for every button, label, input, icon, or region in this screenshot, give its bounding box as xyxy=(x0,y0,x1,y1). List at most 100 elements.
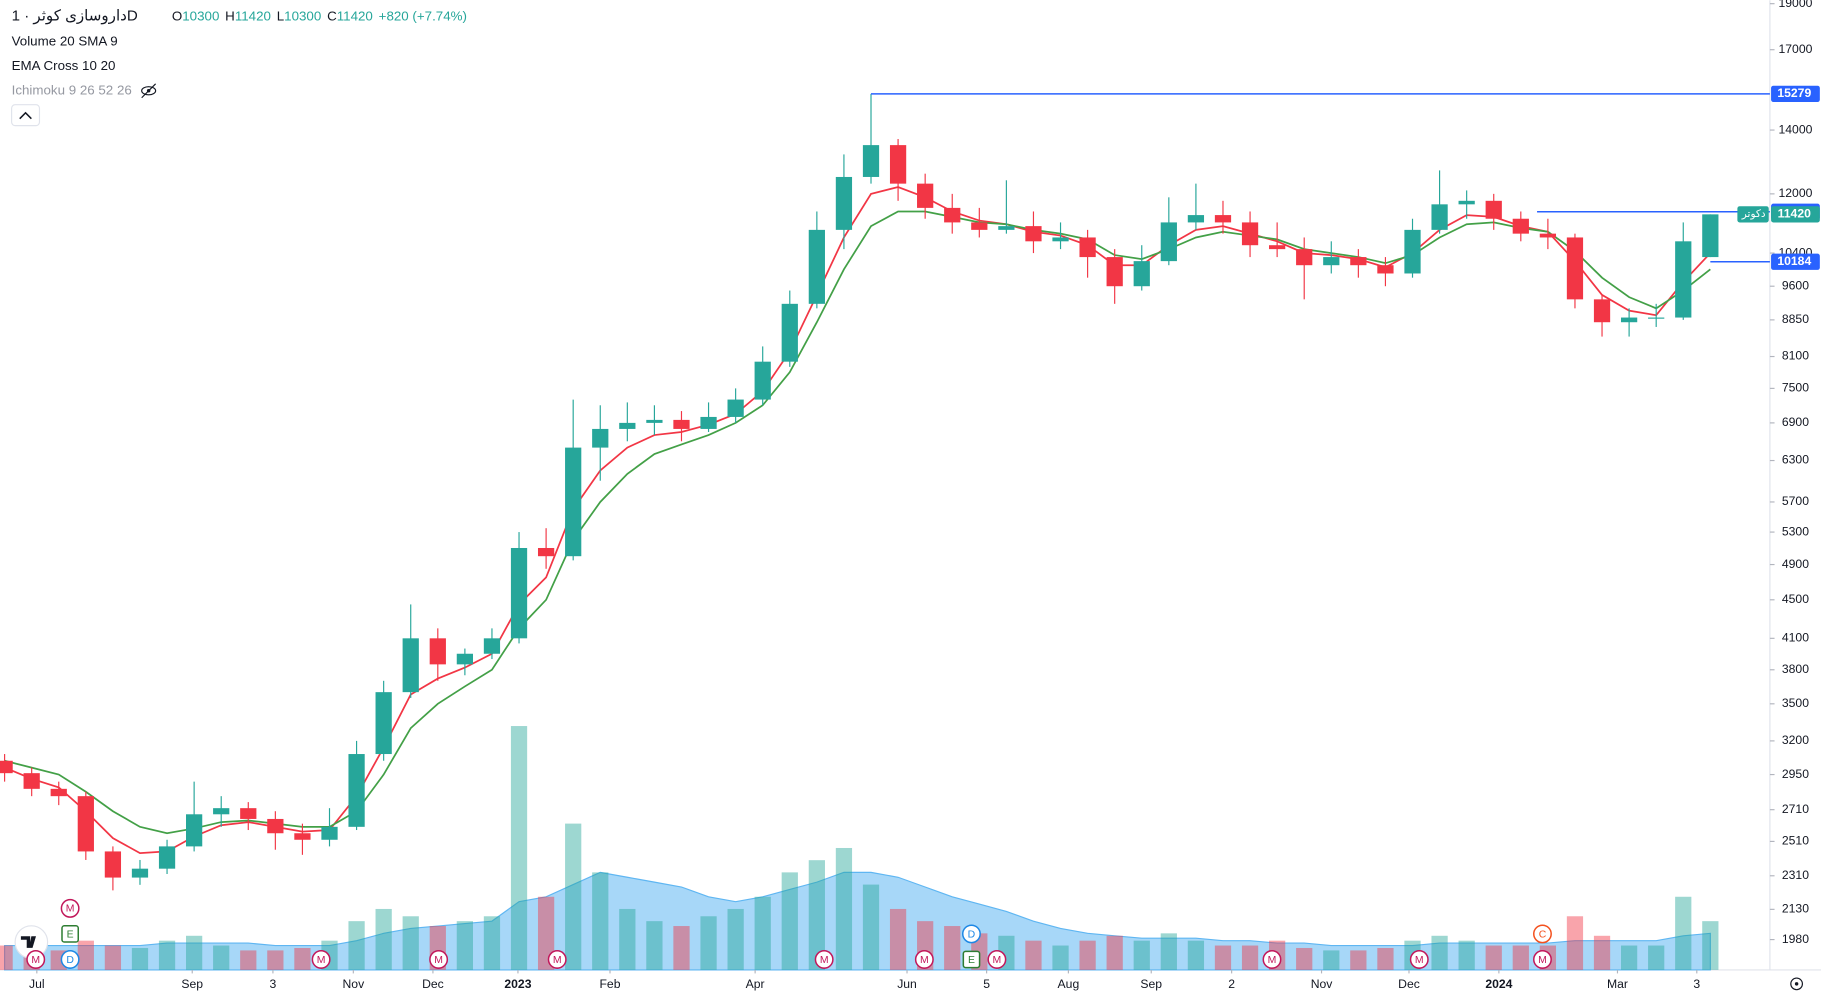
event-badge xyxy=(962,950,981,969)
ohlc-value: 10300 xyxy=(284,8,321,23)
candle-body xyxy=(1323,257,1340,266)
symbol: داروسازی کوثر · 1D xyxy=(12,7,138,24)
volume-bar xyxy=(1079,940,1096,970)
event-label: M xyxy=(1415,955,1424,966)
candle-body xyxy=(565,447,582,557)
candle-body xyxy=(754,361,771,400)
event-label: E xyxy=(67,929,74,940)
x-tick-label: Feb xyxy=(599,977,620,991)
ema-line xyxy=(4,186,1711,855)
event-label: M xyxy=(1268,955,1277,966)
y-tick-label: 9600 xyxy=(1782,278,1809,292)
plot xyxy=(0,93,1770,971)
candle-body xyxy=(456,653,474,665)
candle-body xyxy=(646,419,663,423)
candle-body xyxy=(321,826,338,840)
candle-body xyxy=(1160,222,1177,262)
x-tick-label: Apr xyxy=(746,977,765,991)
y-tick-label: 3800 xyxy=(1782,662,1809,676)
volume-bar xyxy=(1187,940,1205,970)
x-tick-label: Nov xyxy=(1311,977,1334,991)
y-tick-label: 17000 xyxy=(1779,42,1813,56)
change: +820 (+7.74%) xyxy=(379,8,467,23)
candle-body xyxy=(1377,265,1394,274)
volume-bar xyxy=(213,945,230,970)
hidden-icon[interactable] xyxy=(141,83,157,99)
event-badge xyxy=(987,950,1007,969)
y-tick-label: 5700 xyxy=(1782,494,1809,508)
x-tick-label: 3 xyxy=(270,977,277,991)
candle-body xyxy=(1539,233,1557,238)
candle-body xyxy=(1702,214,1719,258)
event-badge xyxy=(814,950,834,969)
y-tick-label: 2710 xyxy=(1782,802,1809,816)
volume-bar xyxy=(1512,945,1529,970)
price-label-box xyxy=(1771,85,1820,103)
last-price-box xyxy=(1771,206,1820,223)
collapse-button[interactable] xyxy=(11,104,41,127)
candle-body xyxy=(673,419,690,429)
x-tick-label: Sep xyxy=(181,977,203,991)
event-label: M xyxy=(317,955,326,966)
x-tick-label: 3 xyxy=(1693,977,1700,991)
volume-bar xyxy=(1350,950,1367,970)
volume-bar xyxy=(1702,921,1719,970)
volume-bar xyxy=(104,945,122,970)
candle-body xyxy=(808,229,825,304)
candle-body xyxy=(1458,200,1475,205)
event-label: M xyxy=(434,955,443,966)
candle-body xyxy=(1404,229,1421,274)
candle-body xyxy=(1296,249,1313,266)
candle-body xyxy=(0,760,13,774)
volume-bar xyxy=(1566,916,1584,970)
y-tick-label: 14000 xyxy=(1779,122,1813,136)
ohlc-label: L xyxy=(277,8,284,23)
candle-body xyxy=(23,773,40,789)
volume-sma-area xyxy=(4,871,1711,971)
candle-body xyxy=(727,399,744,417)
ohlc-value: 11420 xyxy=(337,8,373,23)
candle-body xyxy=(835,176,853,230)
volume-bar xyxy=(0,945,13,970)
event-badge xyxy=(1409,950,1429,969)
event-badge xyxy=(311,950,331,969)
volume-bar xyxy=(862,884,880,970)
candle-body xyxy=(213,808,230,815)
volume-bar xyxy=(754,896,771,970)
candle-body xyxy=(104,851,122,878)
volume-bar xyxy=(889,908,907,970)
volume-bar xyxy=(1160,933,1177,970)
volume-bar xyxy=(1133,940,1150,970)
x-tick-label: 2024 xyxy=(1485,977,1512,991)
indicator: Volume 20 SMA 9 xyxy=(12,34,118,49)
volume-bar xyxy=(700,916,717,970)
y-tick-label: 6900 xyxy=(1782,415,1809,429)
volume-bar xyxy=(1323,950,1340,970)
volume-bar xyxy=(1052,945,1069,970)
y-tick-label: 2950 xyxy=(1782,767,1809,781)
candle-body xyxy=(510,547,528,639)
x-tick-label: Jul xyxy=(29,977,45,991)
candle-body xyxy=(917,183,934,208)
event-label: M xyxy=(66,904,75,915)
y-tick-label: 3200 xyxy=(1782,733,1809,747)
candle-body xyxy=(267,818,284,834)
event-badge xyxy=(60,898,80,918)
volume-bar xyxy=(835,847,853,970)
volume-bar xyxy=(619,908,636,970)
ema-line xyxy=(4,210,1711,835)
y-tick-label: 8850 xyxy=(1782,312,1809,326)
candle-body xyxy=(294,833,311,840)
settings-button[interactable] xyxy=(1790,977,1803,991)
y-tick-label: 4100 xyxy=(1782,631,1809,645)
price-label: 15279 xyxy=(1777,86,1811,100)
candle-body xyxy=(186,814,203,847)
price-label: 10184 xyxy=(1777,254,1811,268)
event-label: M xyxy=(820,955,829,966)
event-label: M xyxy=(993,955,1002,966)
y-tick-label: 19000 xyxy=(1779,0,1813,10)
x-tick-label: Dec xyxy=(1398,977,1420,991)
x-tick-label: Dec xyxy=(422,977,444,991)
event-label: C xyxy=(1539,929,1547,940)
event-label: M xyxy=(553,955,562,966)
